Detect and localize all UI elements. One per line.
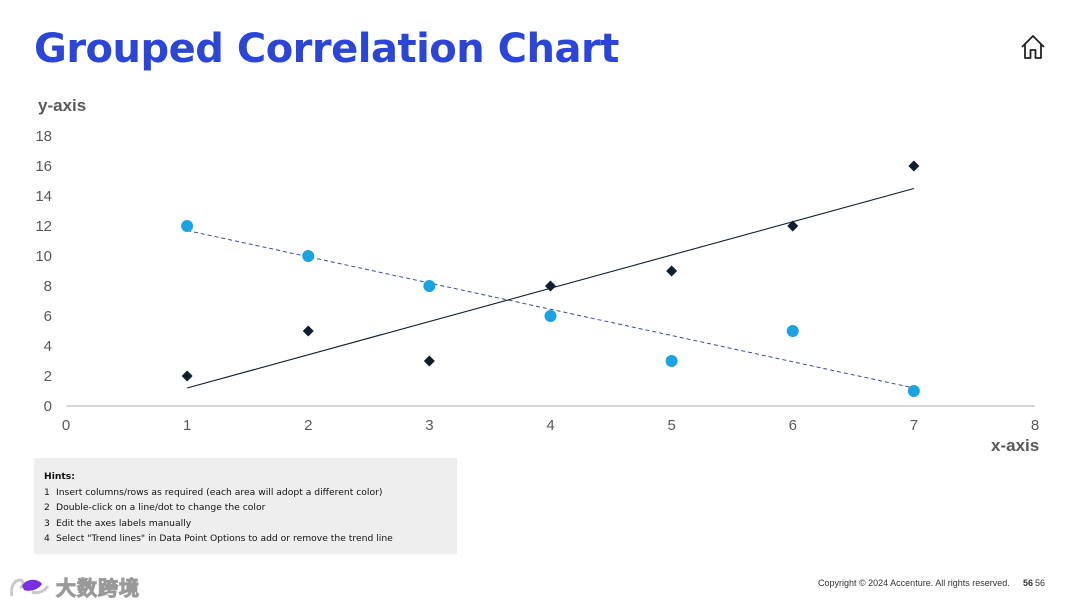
data-point-series-b: [907, 385, 920, 397]
copyright: Copyright © 2024 Accenture. All rights r…: [818, 578, 1010, 588]
data-point-series-a: [545, 280, 556, 292]
y-tick-label: 2: [44, 368, 52, 385]
data-point-series-a: [787, 220, 799, 232]
data-point-series-a: [181, 370, 193, 382]
hint-item: 2 Double-click on a line/dot to change t…: [44, 500, 447, 516]
hint-number: 4: [44, 533, 50, 544]
x-tick-label: 6: [789, 417, 797, 434]
hint-text: Edit the axes labels manually: [56, 517, 192, 529]
hint-item: 3 Edit the axes labels manually: [44, 516, 447, 532]
data-point-series-b: [302, 250, 315, 262]
y-tick-label: 10: [35, 248, 52, 265]
x-tick-label: 0: [62, 417, 70, 434]
hint-item: 1 Insert columns/rows as required (each …: [44, 485, 447, 501]
hint-number: 2: [44, 502, 50, 513]
x-tick-label: 7: [910, 417, 918, 434]
trend-line-series-b: [187, 230, 914, 389]
hint-text: Insert columns/rows as required (each ar…: [56, 486, 383, 498]
y-axis-label: y-axis: [38, 96, 87, 115]
x-tick-label: 3: [425, 417, 433, 434]
y-tick-label: 12: [35, 218, 52, 235]
y-tick-label: 18: [35, 128, 52, 145]
x-tick-label: 8: [1031, 417, 1039, 434]
hint-item: 4 Select "Trend lines" in Data Point Opt…: [44, 531, 447, 547]
y-tick-label: 4: [44, 338, 52, 355]
y-tick-label: 14: [35, 188, 52, 205]
x-tick-label: 1: [183, 417, 191, 434]
data-point-series-b: [544, 310, 557, 322]
page-number: 56 56: [1023, 578, 1045, 588]
data-point-series-a: [908, 160, 920, 172]
hints-title: Hints:: [44, 471, 75, 482]
data-point-series-b: [665, 355, 678, 367]
data-point-series-a: [302, 325, 314, 337]
x-tick-label: 2: [304, 417, 312, 434]
hint-number: 3: [44, 517, 50, 529]
x-tick-label: 4: [546, 417, 554, 434]
data-point-series-b: [423, 280, 436, 292]
x-tick-label: 5: [667, 417, 675, 434]
data-point-series-a: [423, 355, 435, 367]
hint-text: Double-click on a line/dot to change the…: [56, 502, 266, 513]
data-point-series-b: [181, 220, 194, 232]
page-title: Grouped Correlation Chart: [34, 26, 619, 72]
data-point-series-b: [786, 325, 799, 337]
hints-box: Hints: 1 Insert columns/rows as required…: [34, 458, 457, 554]
watermark-text: 大数跨境: [56, 576, 140, 601]
page-number-text: 56: [1035, 578, 1046, 588]
y-tick-label: 16: [35, 158, 52, 175]
watermark-logo: 大数跨境: [8, 572, 140, 601]
hint-text: Select "Trend lines" in Data Point Optio…: [56, 533, 393, 544]
x-axis-label: x-axis: [991, 436, 1040, 455]
hint-number: 1: [44, 486, 50, 498]
page-number-bold: 56: [1023, 578, 1034, 588]
y-tick-label: 0: [44, 398, 52, 415]
y-tick-label: 6: [44, 308, 52, 325]
y-tick-label: 8: [44, 278, 52, 295]
watermark-icon: [10, 577, 50, 596]
home-icon[interactable]: [1018, 32, 1048, 62]
data-point-series-a: [666, 265, 678, 277]
